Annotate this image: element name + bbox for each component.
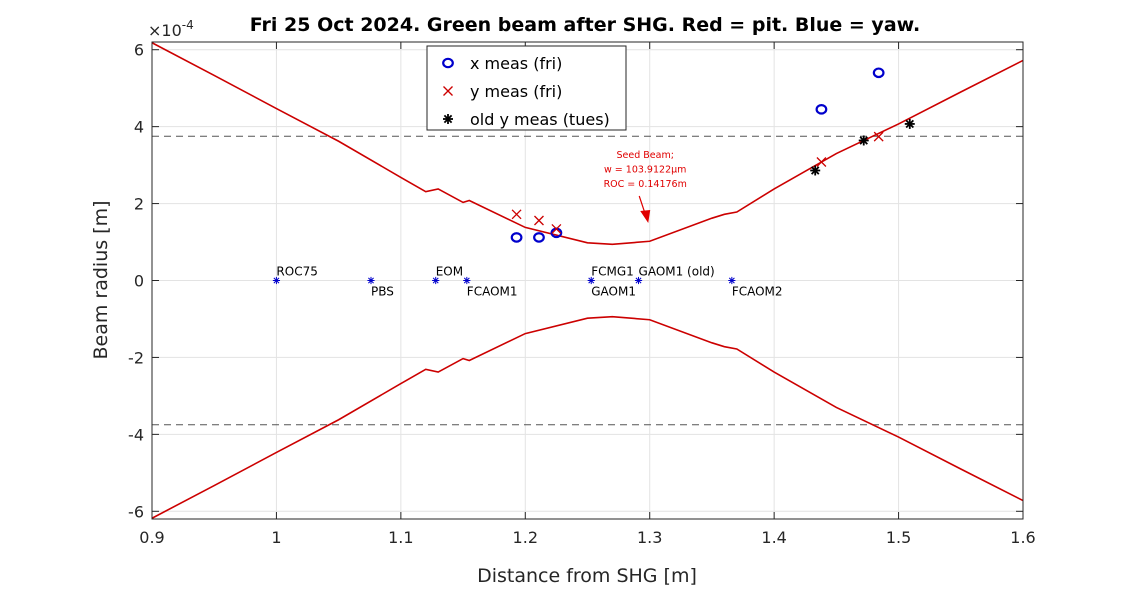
axis-ticks: 0.9 1 1.1 1.2 1.3 1.4 1.5 1.6 -6 -4 -2 0 2 4 6 — [128, 41, 1036, 547]
annotation-arrow-head — [640, 210, 651, 224]
x-axis-label: Distance from SHG [m] — [477, 565, 697, 587]
y-exponent-power: -4 — [182, 18, 194, 32]
component-marker-stroke — [588, 277, 595, 284]
y-tick-label: -6 — [128, 502, 144, 521]
component-marker-stroke — [635, 277, 642, 284]
x-marker-stroke — [534, 215, 544, 226]
component-label: FCAOM1 — [467, 285, 518, 299]
measurement-series — [510, 67, 915, 243]
x-tick-label: 1.5 — [886, 528, 911, 547]
component-label: ROC75 — [276, 265, 317, 279]
star-data-point — [858, 135, 869, 146]
component-marker — [634, 276, 643, 285]
x-data-point — [873, 131, 884, 142]
x-marker-stroke — [873, 131, 884, 142]
x-data-point — [816, 157, 827, 167]
y-tick-label: -4 — [128, 425, 144, 444]
y-tick-label: 6 — [134, 41, 144, 60]
component-marker — [587, 276, 595, 285]
component-marker-stroke — [432, 277, 439, 284]
x-tick-label: 1.1 — [388, 528, 413, 547]
y-tick-label: -2 — [128, 348, 144, 367]
component-label: FCAOM2 — [732, 285, 783, 299]
component-marker — [432, 276, 440, 285]
component-marker — [728, 276, 736, 285]
annotation-line: w = 103.9122μm — [604, 165, 686, 176]
y-axis-label: Beam radius [m] — [90, 200, 112, 359]
component-label: EOM — [436, 265, 463, 279]
y-tick-label: 2 — [134, 195, 144, 214]
circle-data-point — [510, 232, 523, 243]
x-marker-stroke — [443, 86, 453, 96]
component-marker — [367, 276, 375, 285]
y-tick-label: 0 — [134, 272, 144, 291]
star-data-point — [810, 165, 821, 176]
x-tick-label: 1.4 — [761, 528, 786, 547]
legend-label: y meas (fri) — [470, 82, 562, 101]
circle-data-point — [815, 104, 828, 115]
y-exponent-label: ×10-4 — [148, 18, 194, 40]
star-marker-stroke — [905, 119, 915, 129]
beam-envelope-upper — [151, 42, 1024, 246]
legend-label: x meas (fri) — [470, 54, 562, 73]
annotation-line: Seed Beam; — [617, 150, 674, 161]
circle-data-point — [872, 67, 885, 79]
component-marker-stroke — [368, 277, 374, 284]
x-tick-label: 0.9 — [139, 528, 164, 547]
x-data-point — [534, 215, 544, 226]
component-label: PBS — [371, 285, 394, 299]
x-tick-label: 1.6 — [1010, 528, 1035, 547]
x-data-point — [551, 223, 562, 234]
star-data-point — [904, 118, 915, 129]
legend-box — [426, 45, 627, 131]
chart-title: Fri 25 Oct 2024. Green beam after SHG. R… — [250, 14, 920, 36]
x-tick-label: 1.3 — [637, 528, 662, 547]
x-data-point — [511, 209, 522, 220]
star-marker-stroke — [810, 166, 820, 175]
x-marker-stroke — [551, 223, 562, 234]
component-label: GAOM1 — [591, 285, 636, 299]
star-marker-stroke — [443, 114, 453, 124]
component-marker-stroke — [463, 277, 470, 284]
legend-marker-star — [443, 114, 453, 124]
legend: x meas (fri) y meas (fri) old y meas (tues… — [426, 45, 627, 131]
y-exponent-base: ×10 — [148, 21, 182, 40]
component-marker-stroke — [273, 277, 280, 284]
x-marker-stroke — [816, 157, 827, 167]
beam-envelope-lower — [151, 315, 1024, 519]
legend-marker-x — [443, 86, 453, 96]
x-tick-label: 1.2 — [513, 528, 538, 547]
component-marker — [463, 276, 471, 285]
component-label: GAOM1 (old) — [639, 265, 715, 279]
x-tick-label: 1 — [271, 528, 281, 547]
seed-beam-annotation: Seed Beam; w = 103.9122μm ROC = 0.14176m — [604, 150, 687, 224]
annotation-line: ROC = 0.14176m — [604, 179, 687, 190]
component-label: FCMG1 — [591, 265, 634, 279]
star-marker-stroke — [859, 136, 868, 145]
x-marker-stroke — [511, 209, 522, 220]
component-marker — [272, 276, 281, 285]
circle-data-point — [533, 232, 545, 243]
y-tick-label: 4 — [134, 118, 144, 137]
legend-label: old y meas (tues) — [470, 110, 610, 129]
beam-envelope — [151, 42, 1024, 519]
component-marker-stroke — [728, 277, 735, 284]
legend-marker-circle — [442, 57, 454, 69]
